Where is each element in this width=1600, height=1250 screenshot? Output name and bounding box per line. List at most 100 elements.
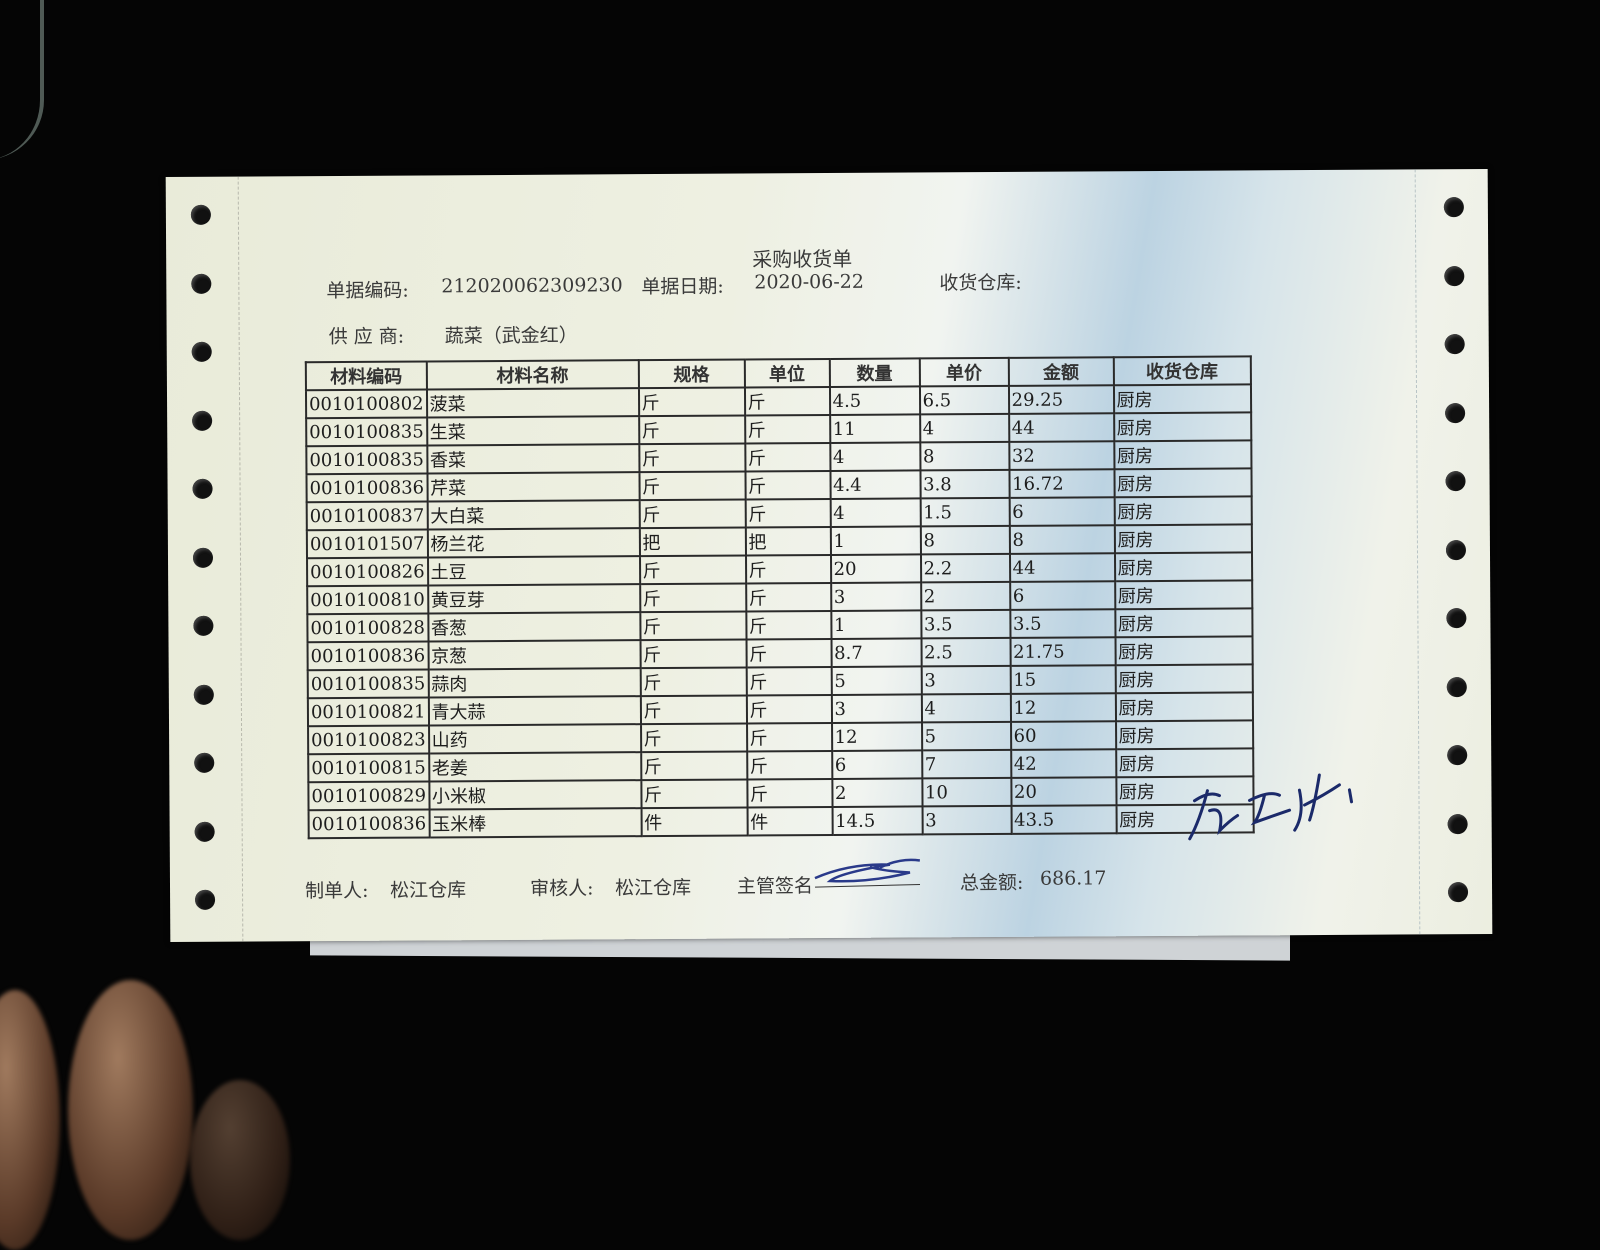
finger	[0, 990, 60, 1250]
doc-date-label: 单据日期:	[641, 275, 724, 299]
table-cell: 15	[1010, 665, 1116, 694]
table-cell: 斤	[640, 639, 747, 669]
cable	[0, 0, 44, 160]
table-cell: 香葱	[427, 612, 641, 642]
table-cell: 3	[831, 694, 922, 723]
table-cell: 厨房	[1115, 720, 1253, 750]
table-cell: 0010100823	[308, 725, 429, 755]
table-cell: 件	[641, 807, 748, 837]
perforation-hole	[194, 821, 215, 842]
table-cell: 0010100836	[308, 809, 430, 839]
table-cell: 斤	[744, 386, 830, 416]
column-header: 规格	[638, 359, 745, 389]
table-cell: 10	[921, 777, 1012, 807]
table-cell: 6	[831, 750, 922, 779]
column-header: 收货仓库	[1113, 356, 1251, 386]
doc-no-label: 单据编码:	[326, 279, 409, 303]
perforation-hole	[192, 410, 213, 431]
table-cell: 生菜	[426, 416, 639, 446]
table-cell: 斤	[639, 611, 747, 641]
table-cell: 厨房	[1114, 552, 1252, 582]
table-cell: 斤	[744, 414, 830, 444]
table-cell: 5	[831, 666, 922, 695]
perforation-hole	[1447, 813, 1468, 834]
warehouse-label: 收货仓库:	[939, 271, 1022, 295]
table-cell: 0010100835	[307, 669, 429, 699]
table-cell: 厨房	[1114, 608, 1253, 638]
table-cell: 厨房	[1114, 468, 1252, 498]
perforation-hole	[192, 547, 214, 568]
table-cell: 2.2	[920, 553, 1010, 583]
perforation-hole	[195, 889, 216, 910]
table-cell: 斤	[745, 610, 832, 640]
table-cell: 杨兰花	[427, 528, 640, 558]
table-cell: 16.72	[1009, 469, 1115, 498]
table-cell: 斤	[745, 582, 831, 612]
table-cell: 0010100835	[306, 445, 428, 475]
perforated-margin-right	[1414, 168, 1493, 935]
table-cell: 0010100821	[307, 697, 429, 727]
table-cell: 把	[745, 526, 831, 556]
perforation-hole	[1445, 539, 1467, 560]
perforation-hole	[1446, 608, 1467, 629]
perforation-hole	[1445, 402, 1466, 423]
table-cell: 6	[1009, 581, 1115, 610]
maker-label: 制单人:	[304, 879, 369, 903]
total-amount: 686.17	[1039, 867, 1107, 890]
supervisor-signature	[814, 858, 921, 888]
table-cell: 3	[830, 582, 921, 611]
table-cell: 21.75	[1010, 637, 1116, 666]
reviewer: 松江仓库	[614, 876, 692, 900]
doc-no: 212020062309230	[441, 274, 623, 298]
column-header: 材料名称	[426, 360, 639, 390]
column-header: 金额	[1008, 357, 1114, 386]
table-cell: 4.4	[830, 470, 921, 499]
table-cell: 0010101507	[306, 529, 428, 559]
table-cell: 0010100829	[308, 781, 430, 811]
table-cell: 斤	[746, 666, 832, 696]
table-cell: 60	[1010, 721, 1116, 750]
table-cell: 4	[921, 693, 1011, 723]
perforation-hole	[191, 341, 212, 362]
table-cell: 斤	[746, 638, 832, 668]
table-cell: 厨房	[1113, 412, 1251, 442]
table-cell: 8	[920, 525, 1010, 555]
table-cell: 5	[921, 721, 1011, 751]
table-cell: 0010100802	[305, 389, 427, 419]
table-cell: 0010100826	[307, 557, 428, 587]
table-cell: 20	[830, 554, 921, 583]
table-cell: 大白菜	[427, 500, 640, 530]
table-cell: 厨房	[1114, 496, 1252, 526]
table-cell: 斤	[745, 470, 831, 500]
table-cell: 把	[639, 527, 746, 557]
table-cell: 12	[831, 722, 922, 751]
maker: 松江仓库	[389, 879, 467, 902]
perforation-hole	[1447, 745, 1468, 766]
table-cell: 斤	[746, 722, 832, 752]
reviewer-label: 审核人:	[529, 877, 594, 900]
table-row: 0010100836 玉米棒件件 14.5 3 43.5 厨房	[308, 804, 1254, 839]
table-cell: 6	[1009, 497, 1115, 526]
table-cell: 京葱	[428, 640, 641, 670]
total-label: 总金额:	[959, 871, 1024, 895]
table-cell: 3.5	[920, 609, 1011, 639]
supplier-label: 供 应 商:	[328, 325, 405, 349]
table-cell: 8.7	[831, 638, 922, 667]
table-cell: 土豆	[427, 556, 640, 586]
table-cell: 斤	[638, 415, 745, 445]
table-cell: 3	[921, 665, 1011, 695]
perforated-margin-left	[165, 176, 244, 943]
supplier: 蔬菜（武金红）	[444, 324, 578, 348]
table-cell: 8	[919, 441, 1010, 471]
table-cell: 斤	[640, 779, 748, 809]
table-cell: 0010100815	[308, 753, 429, 783]
table-cell: 青大蒜	[428, 696, 641, 726]
finger	[190, 1080, 290, 1240]
table-cell: 斤	[640, 695, 747, 725]
perforation-hole	[190, 204, 211, 225]
table-cell: 小米椒	[428, 780, 642, 810]
table-cell: 山药	[428, 724, 641, 754]
table-cell: 1	[830, 610, 922, 639]
table-cell: 斤	[640, 667, 747, 697]
perforation-hole	[1446, 676, 1467, 697]
